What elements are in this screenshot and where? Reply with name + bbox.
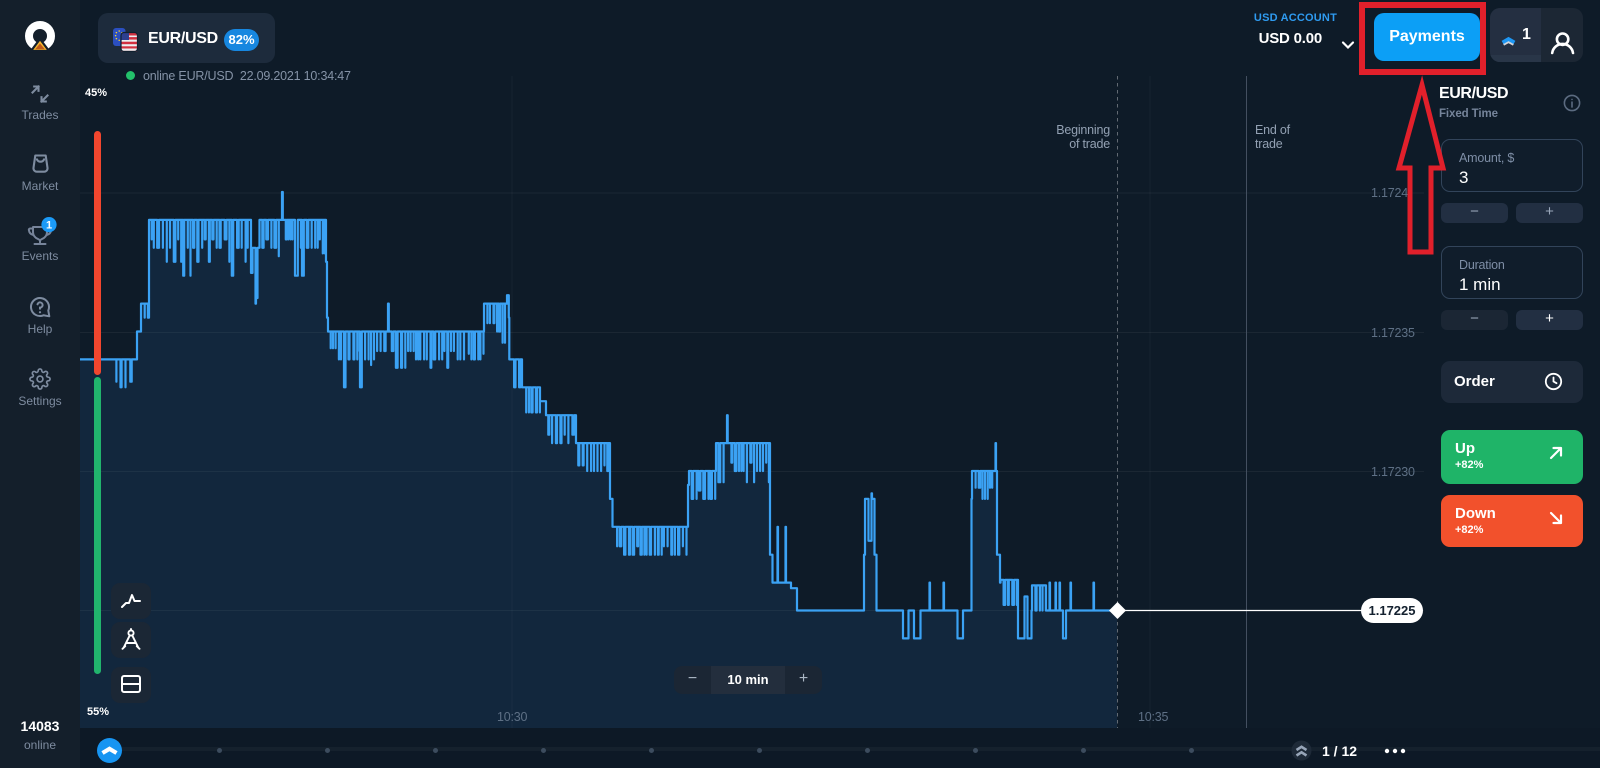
svg-text:1: 1: [46, 220, 52, 232]
